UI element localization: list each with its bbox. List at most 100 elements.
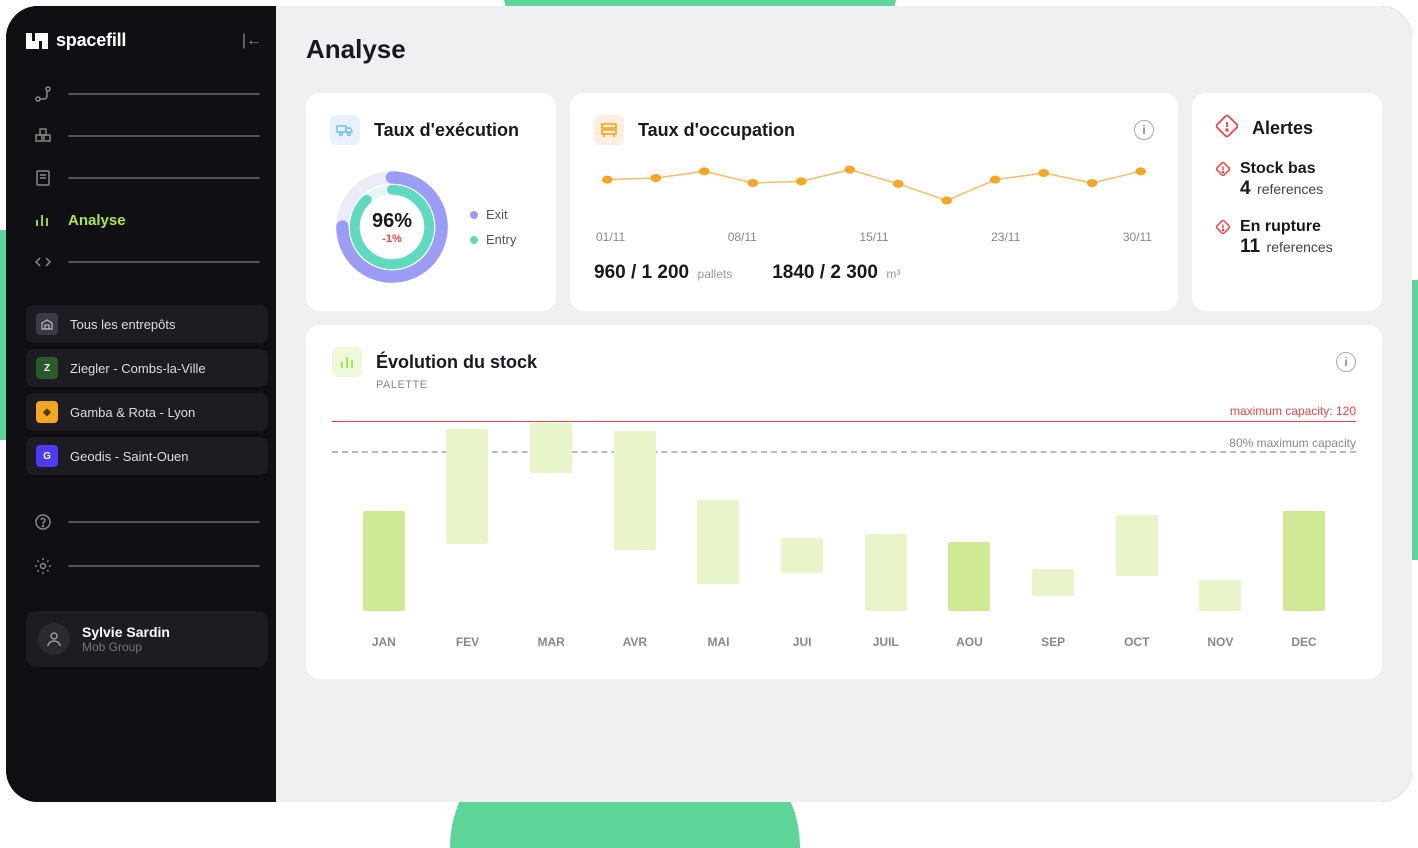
secondary-nav <box>18 503 276 585</box>
logo-mark-icon <box>26 33 48 49</box>
month-label: JUI <box>781 635 823 649</box>
stock-bar-column <box>530 419 572 611</box>
warehouse-badge-icon: ◆ <box>36 401 58 423</box>
occupancy-chart: 01/1108/1115/1123/1130/11 <box>594 159 1154 244</box>
page-title: Analyse <box>306 34 1382 65</box>
nav-skeleton <box>68 93 260 95</box>
legend-entry: Entry <box>486 232 516 247</box>
alert-item[interactable]: Stock bas 4 references <box>1216 160 1358 200</box>
stock-bar-column <box>1283 419 1325 611</box>
pallets-stat: 960 / 1 200 pallets <box>594 262 732 284</box>
month-label: MAR <box>530 635 572 649</box>
alert-unit: references <box>1267 239 1333 255</box>
brand-text: spacefill <box>56 30 126 51</box>
card-title: Alertes <box>1252 118 1313 139</box>
nav-skeleton <box>68 521 260 523</box>
stock-bar <box>1199 580 1241 611</box>
warehouse-item-all[interactable]: Tous les entrepôts <box>26 305 268 343</box>
route-icon <box>34 85 52 103</box>
alert-item[interactable]: En rupture 11 references <box>1216 218 1358 258</box>
nav-item-documents[interactable] <box>26 159 268 197</box>
stock-bar-column <box>363 419 405 611</box>
stock-bar-column <box>948 419 990 611</box>
user-org: Mob Group <box>82 640 170 654</box>
month-label: SEP <box>1032 635 1074 649</box>
stock-bar <box>865 534 907 611</box>
warehouse-label: Tous les entrepôts <box>70 317 176 332</box>
main-nav: Analyse <box>18 75 276 281</box>
stock-bar <box>614 431 656 550</box>
shelf-icon <box>594 115 624 145</box>
stock-bar-column <box>781 419 823 611</box>
warehouse-item-ziegler[interactable]: Z Ziegler - Combs-la-Ville <box>26 349 268 387</box>
stock-bar <box>1032 569 1074 596</box>
nav-item-api[interactable] <box>26 243 268 281</box>
info-icon[interactable]: i <box>1134 120 1154 140</box>
month-label: AOU <box>948 635 990 649</box>
stock-bar <box>530 423 572 473</box>
month-label: JUIL <box>865 635 907 649</box>
occupancy-date-label: 23/11 <box>991 230 1020 244</box>
alert-label: Stock bas <box>1240 160 1323 178</box>
stock-bar-column <box>614 419 656 611</box>
info-icon[interactable]: i <box>1336 352 1356 372</box>
nav-label: Analyse <box>68 212 126 229</box>
bars-icon <box>34 211 52 229</box>
nav-skeleton <box>68 135 260 137</box>
stock-chart: maximum capacity: 120 80% maximum capaci… <box>332 419 1356 649</box>
nav-item-route[interactable] <box>26 75 268 113</box>
chart-icon <box>332 347 362 377</box>
stock-bar <box>1283 511 1325 611</box>
collapse-sidebar-button[interactable]: |← <box>242 32 262 50</box>
avatar-icon <box>38 623 70 655</box>
app-frame: spacefill |← Analyse <box>6 6 1412 802</box>
nav-skeleton <box>68 177 260 179</box>
card-title: Taux d'occupation <box>638 120 795 141</box>
main-content: Analyse Taux d'exécution 96% -1% <box>276 6 1412 802</box>
alert-value: 4 <box>1240 178 1251 199</box>
stock-bar-column <box>446 419 488 611</box>
alert-value: 11 <box>1240 236 1260 257</box>
nav-item-analyse[interactable]: Analyse <box>26 201 268 239</box>
month-label: MAI <box>697 635 739 649</box>
nav-skeleton <box>68 565 260 567</box>
warehouse-icon <box>36 313 58 335</box>
legend-exit: Exit <box>486 207 508 222</box>
stock-subtitle: PALETTE <box>376 379 1356 391</box>
nav-item-settings[interactable] <box>26 547 268 585</box>
alert-unit: references <box>1257 181 1323 197</box>
stock-bar-column <box>865 419 907 611</box>
stock-bar <box>1116 515 1158 576</box>
warehouse-item-geodis[interactable]: G Geodis - Saint-Ouen <box>26 437 268 475</box>
occupancy-date-label: 15/11 <box>859 230 888 244</box>
warehouse-label: Gamba & Rota - Lyon <box>70 405 195 420</box>
execution-rate-card: Taux d'exécution 96% -1% Exit Entry <box>306 93 556 311</box>
document-icon <box>34 169 52 187</box>
logo[interactable]: spacefill <box>26 30 126 51</box>
warehouse-item-gamba[interactable]: ◆ Gamba & Rota - Lyon <box>26 393 268 431</box>
nav-item-help[interactable] <box>26 503 268 541</box>
month-label: JAN <box>363 635 405 649</box>
truck-icon <box>330 115 360 145</box>
month-label: DEC <box>1283 635 1325 649</box>
nav-skeleton <box>68 261 260 263</box>
user-card[interactable]: Sylvie Sardin Mob Group <box>26 611 268 667</box>
stock-bar <box>781 538 823 573</box>
warning-icon <box>1216 220 1230 239</box>
volume-stat: 1840 / 2 300 m³ <box>772 262 900 284</box>
stock-bar <box>363 511 405 611</box>
occupancy-card: Taux d'occupation i 01/1108/1115/1123/11… <box>570 93 1178 311</box>
code-icon <box>34 253 52 271</box>
execution-donut-chart: 96% -1% <box>330 165 454 289</box>
stock-bar-column <box>697 419 739 611</box>
month-label: FEV <box>446 635 488 649</box>
stock-bar-column <box>1116 419 1158 611</box>
warehouse-label: Ziegler - Combs-la-Ville <box>70 361 206 376</box>
gear-icon <box>34 557 52 575</box>
help-icon <box>34 513 52 531</box>
warehouse-label: Geodis - Saint-Ouen <box>70 449 189 464</box>
stock-bar <box>446 429 488 544</box>
nav-item-inventory[interactable] <box>26 117 268 155</box>
alert-icon <box>1216 115 1238 142</box>
warehouse-list: Tous les entrepôts Z Ziegler - Combs-la-… <box>18 305 276 475</box>
